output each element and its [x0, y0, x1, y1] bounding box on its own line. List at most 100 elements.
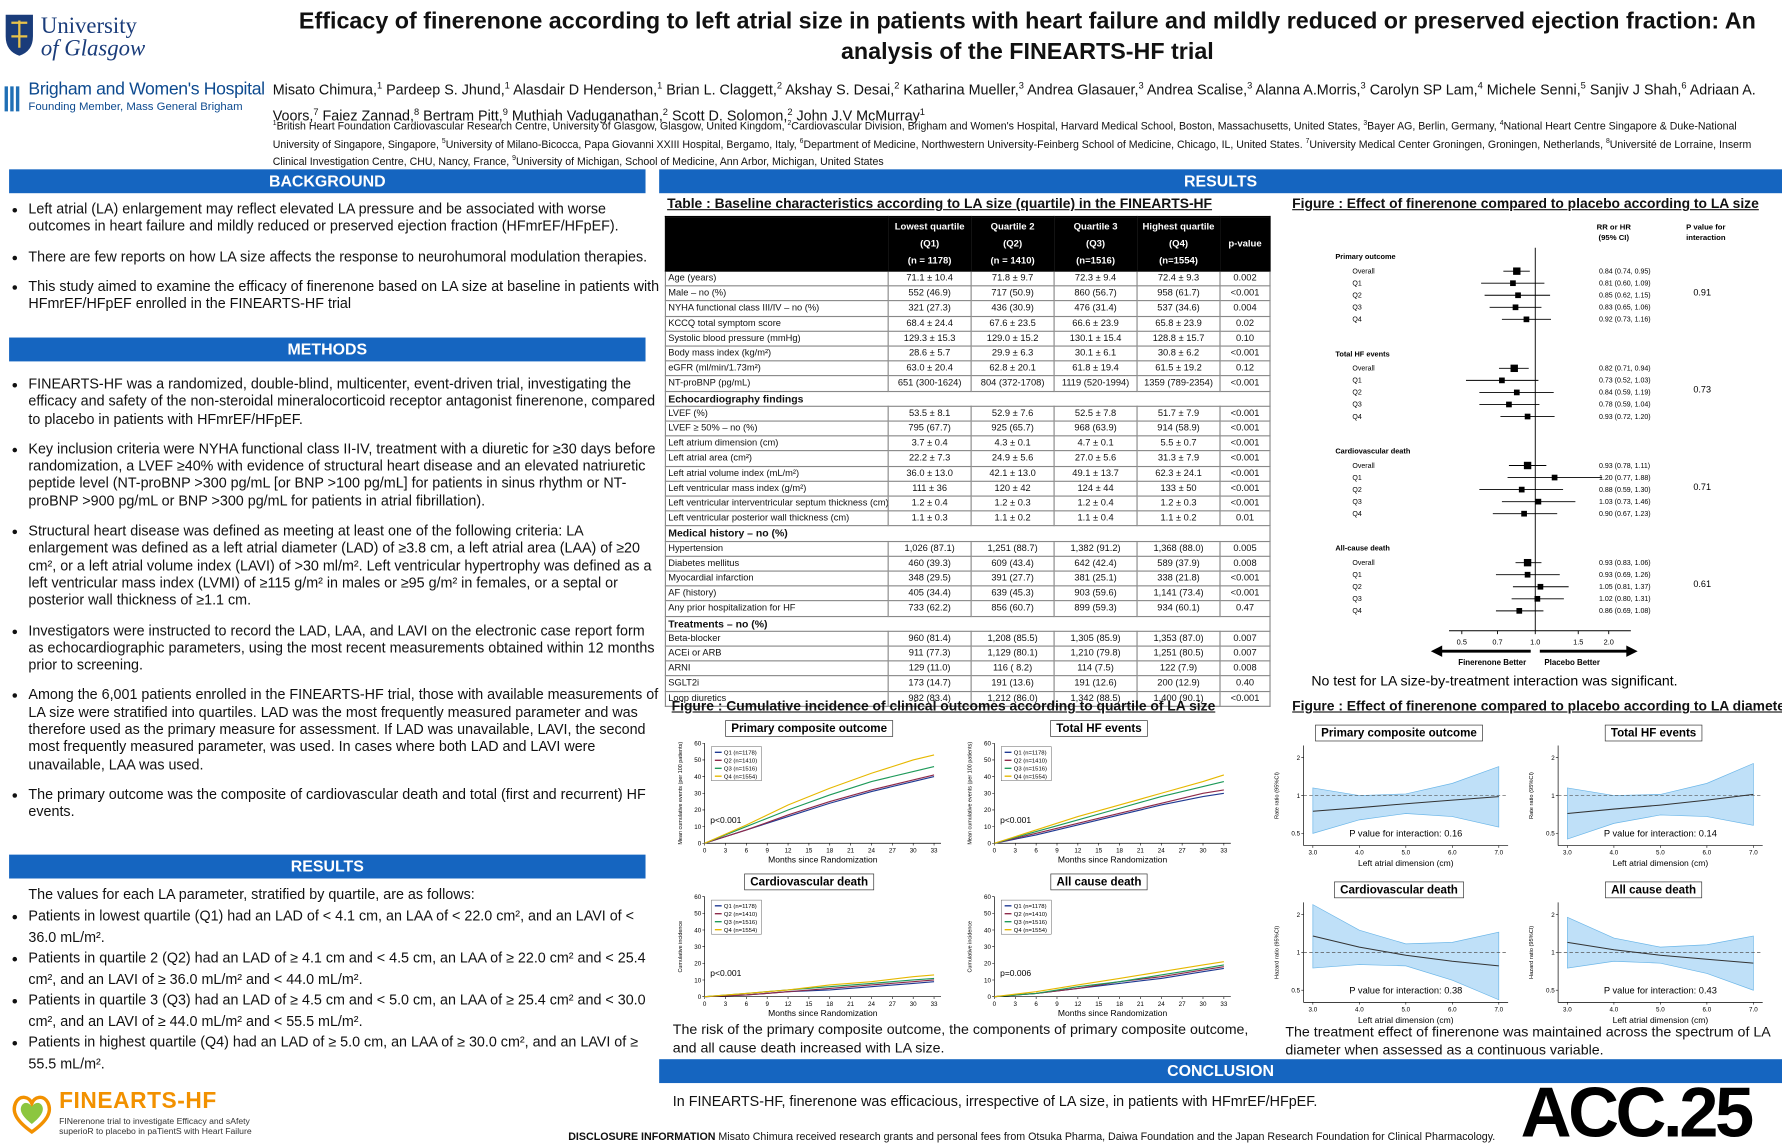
table-cell: 856 (60.7): [970, 600, 1055, 617]
x-tick-label: 15: [805, 847, 812, 854]
table-cell: 68.4 ± 24.4: [887, 315, 972, 332]
disclosure-text: Misato Chimura received research grants …: [718, 1129, 1496, 1143]
y-tick-label: 30: [984, 944, 991, 951]
table-cell: eGFR (ml/min/1.73m²): [664, 360, 889, 377]
point-estimate: [1534, 595, 1541, 602]
header-line: Quartile 2: [990, 220, 1035, 232]
legend-label: Q2 (n=1410): [1014, 759, 1047, 765]
table-cell: 0.008: [1219, 660, 1271, 677]
table-cell: 1,251 (88.7): [970, 540, 1055, 557]
table-cell: 899 (59.3): [1053, 600, 1138, 617]
table-cell: 63.0 ± 20.4: [887, 360, 972, 377]
affiliation-number: 7: [1305, 138, 1310, 146]
table-cell: Myocardial infarction: [664, 570, 889, 587]
header-line: Quartile 3: [1073, 220, 1118, 232]
table-cell: <0.001: [1219, 435, 1271, 452]
table-cell: 1,305 (85.9): [1053, 630, 1138, 647]
affiliation-text: University of Milano-Bicocca, Papa Giova…: [445, 138, 800, 150]
table-row: Left atrial area (cm²) 22.2 ± 7.3 24.9 ± 5…: [664, 450, 1271, 467]
section-heading: RESULTS: [9, 854, 646, 879]
point-estimate: [1524, 571, 1531, 578]
table-cell: NT-proBNP (pg/mL): [664, 375, 889, 392]
table-cell: 0.005: [1219, 540, 1271, 557]
table-cell: 1119 (520-1994): [1053, 375, 1138, 392]
panel-title: Cardiovascular death: [750, 876, 868, 888]
affiliation-text: University Medical Center Groningen, Gro…: [1309, 138, 1606, 150]
interaction-p: 0.91: [1693, 287, 1711, 297]
x-axis-label: Months since Randomization: [1058, 1008, 1168, 1018]
table-cell: 405 (34.4): [887, 585, 972, 602]
y-tick-label: 0: [698, 994, 702, 1001]
x-tick-label: 3.0: [1308, 850, 1317, 857]
x-tick-label: 6.0: [1448, 850, 1457, 857]
column-header: (95% CI): [1599, 233, 1630, 242]
table-cell: 0.008: [1219, 555, 1271, 572]
x-tick-label: 2.0: [1604, 637, 1614, 646]
point-estimate: [1518, 486, 1525, 493]
legend-label: Q3 (n=1516): [1014, 920, 1047, 926]
affiliation-number: 6: [799, 138, 804, 146]
row-label: Q2: [1352, 487, 1361, 494]
table-cell: 27.0 ± 5.6: [1053, 450, 1138, 467]
figure-summary: The treatment effect of finerenone was m…: [1285, 1023, 1770, 1059]
row-label: Q1: [1352, 378, 1361, 385]
logo-text: of Glasgow: [40, 36, 146, 62]
table-row: Age (years) 71.1 ± 10.4 71.8 ± 9.7 72.3 ± 9…: [664, 270, 1271, 287]
author-affiliation: 8: [413, 107, 420, 118]
legend-label: Q4 (n=1554): [724, 774, 757, 780]
table-cell: 114 (7.5): [1053, 660, 1138, 677]
table-cell: 72.3 ± 9.4: [1053, 270, 1138, 287]
x-tick-label: 27: [889, 847, 896, 854]
panel-title: Total HF events: [1611, 727, 1696, 739]
point-estimate: [1513, 389, 1520, 396]
table-cell: SGLT2i: [664, 675, 889, 692]
group-label: All-cause death: [1335, 544, 1390, 553]
table-cell: 51.7 ± 7.9: [1136, 405, 1221, 422]
table-cell: 0.02: [1219, 315, 1271, 332]
p-value: P value for interaction: 0.43: [1604, 985, 1717, 995]
legend-label: Q4 (n=1554): [1014, 774, 1047, 780]
row-label: Q4: [1352, 511, 1361, 518]
table-cell: 62.8 ± 20.1: [970, 360, 1055, 377]
group-label: Total HF events: [1335, 349, 1389, 358]
diameter-panel: 0.5 1 2 3.0 4.0 5.0 6.0 7.0 Total HF events P val…: [1529, 724, 1763, 868]
x-tick-label: 6: [745, 1001, 749, 1008]
table-cell: 128.8 ± 15.7: [1136, 330, 1221, 347]
author-name: Katharina Mueller,: [903, 82, 1019, 98]
icon-bar: [4, 86, 8, 112]
table-row: NT-proBNP (pg/mL) 651 (300-1624) 804 (372-…: [664, 375, 1271, 392]
legend-label: Q3 (n=1516): [1014, 767, 1047, 773]
table-cell: 173 (14.7): [887, 675, 972, 692]
point-estimate: [1551, 474, 1558, 481]
incidence-panel: Total HF events 0 10 20 30 40 50 60 0 3 6 9 12 15 18 21…: [968, 720, 1231, 865]
table-cell: 1.2 ± 0.4: [1053, 495, 1138, 512]
author-name: Brian L. Claggett,: [666, 82, 777, 98]
value-label: 0.86 (0.69, 1.08): [1599, 608, 1651, 615]
table-row: Male – no (%) 552 (46.9) 717 (50.9) 860 (56…: [664, 285, 1271, 302]
hospital-logo: Brigham and Women's Hospital Founding Mem…: [4, 80, 266, 119]
point-estimate: [1510, 280, 1516, 287]
table-cell: 31.3 ± 7.9: [1136, 450, 1221, 467]
author-affiliation: 1: [657, 80, 663, 91]
table-cell: <0.001: [1219, 285, 1271, 302]
x-tick-label: 5.0: [1401, 1006, 1410, 1013]
y-tick-label: 0.5: [1291, 987, 1300, 994]
x-tick-label: 4.0: [1610, 850, 1619, 857]
interaction-p: 0.71: [1693, 482, 1711, 492]
confidence-band: [1567, 762, 1754, 840]
table-cell: 72.4 ± 9.3: [1136, 270, 1221, 287]
series-line: [994, 774, 1225, 844]
table-cell: 66.6 ± 23.9: [1053, 315, 1138, 332]
table-cell: ACEi or ARB: [664, 645, 889, 662]
heart-icon: [12, 1095, 52, 1135]
point-estimate: [1535, 498, 1542, 505]
affiliation-text: National Heart Centre Singapore & Duke-N…: [272, 120, 1737, 150]
author-affiliation: 7: [313, 107, 319, 118]
table-cell: Loop diuretics: [664, 690, 889, 707]
bullet: Structural heart disease was defined as …: [28, 523, 660, 610]
x-tick-label: 21: [1137, 1001, 1144, 1008]
x-tick-label: 0.7: [1492, 637, 1502, 646]
p-value: P value for interaction: 0.14: [1604, 828, 1717, 838]
x-tick-label: 9: [765, 1001, 769, 1008]
value-label: 1.03 (0.73, 1.46): [1599, 499, 1651, 506]
